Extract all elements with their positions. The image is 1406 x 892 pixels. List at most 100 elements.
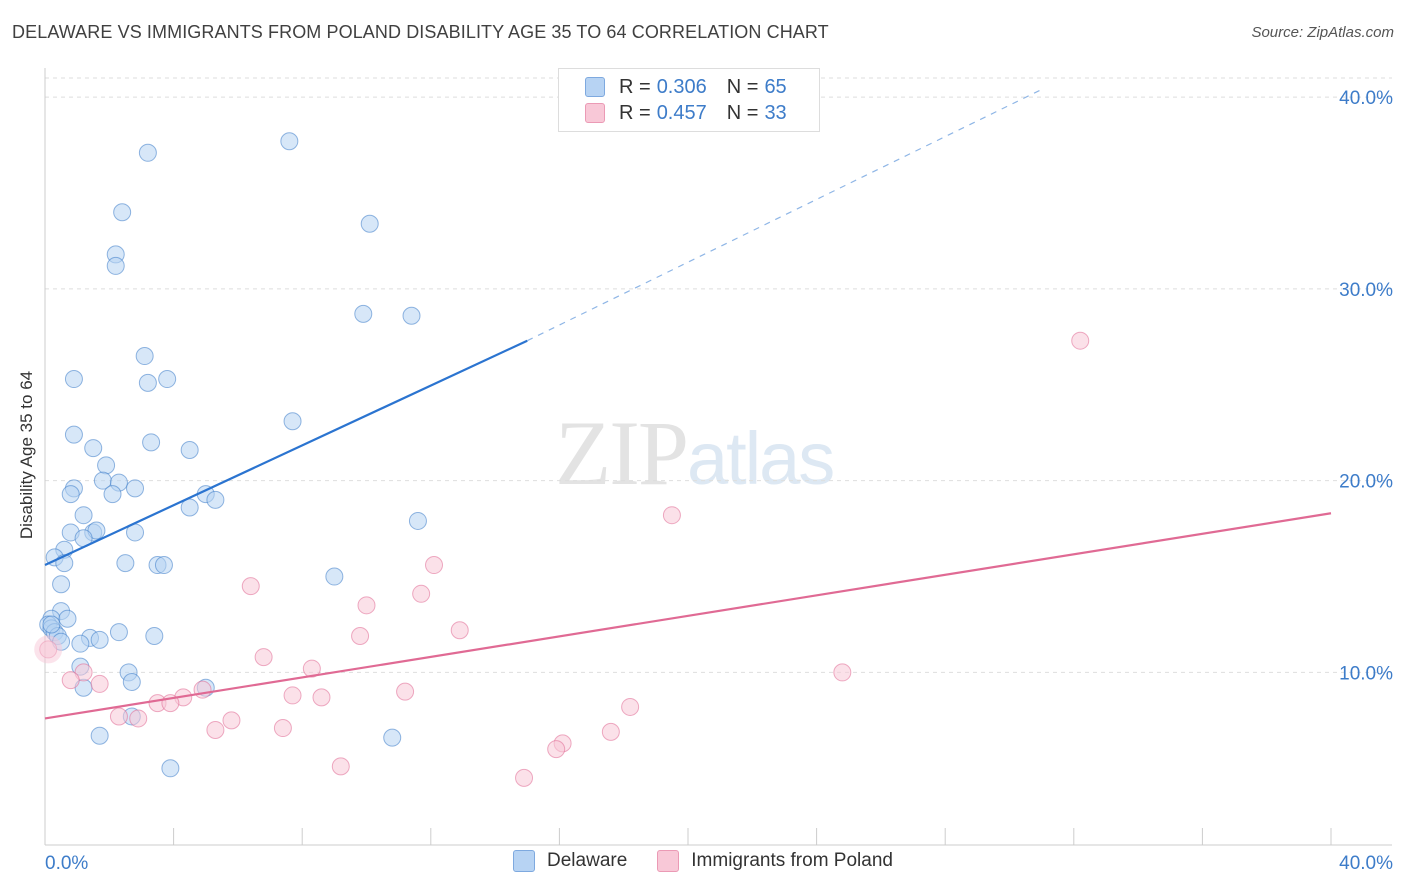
data-point — [90, 726, 109, 745]
legend-swatch-delaware — [585, 77, 605, 97]
legend-n-value: 65 — [764, 75, 787, 98]
data-point — [396, 682, 415, 701]
data-point — [206, 490, 225, 509]
data-point — [116, 554, 135, 573]
data-point — [97, 456, 116, 475]
data-point — [154, 556, 173, 575]
watermark-zip: ZIP — [555, 402, 689, 504]
data-point — [138, 373, 157, 392]
data-point — [412, 584, 431, 603]
data-point — [106, 256, 125, 275]
data-point — [450, 621, 469, 640]
data-point — [135, 347, 154, 366]
data-point — [71, 634, 90, 653]
data-point — [601, 722, 620, 741]
y-tick-label: 10.0% — [1339, 663, 1393, 684]
data-point — [145, 626, 164, 645]
data-point — [109, 707, 128, 726]
data-point — [662, 506, 681, 525]
data-point — [241, 577, 260, 596]
legend-item-delaware[interactable]: Delaware — [513, 850, 627, 872]
data-point — [113, 203, 132, 222]
data-point — [61, 485, 80, 504]
y-tick-label: 30.0% — [1339, 280, 1393, 301]
data-point — [402, 306, 421, 325]
legend-r-label: R = — [619, 101, 651, 124]
data-point — [833, 663, 852, 682]
legend-r-label: R = — [619, 75, 651, 98]
legend-swatch-poland — [657, 850, 680, 872]
data-point — [254, 648, 273, 667]
watermark-atlas: atlas — [687, 417, 835, 500]
legend-n-label: N = — [726, 101, 759, 124]
data-point — [283, 412, 302, 431]
data-point — [58, 609, 77, 628]
data-point — [408, 511, 427, 530]
data-point — [206, 720, 225, 739]
source-credit: Source: ZipAtlas.com — [1251, 24, 1394, 41]
y-tick-label: 40.0% — [1339, 88, 1393, 109]
data-point — [351, 626, 370, 645]
data-point — [61, 671, 80, 690]
data-point — [129, 709, 148, 728]
data-point — [360, 214, 379, 233]
data-point — [357, 596, 376, 615]
data-point — [158, 370, 177, 389]
y-tick-label: 20.0% — [1339, 472, 1393, 493]
data-point — [193, 680, 212, 699]
data-point — [64, 370, 83, 389]
x-tick-label: 0.0% — [45, 853, 88, 874]
data-point — [273, 719, 292, 738]
data-point — [42, 615, 61, 634]
data-point — [1071, 331, 1090, 350]
data-point — [325, 567, 344, 586]
legend-label-delaware: Delaware — [547, 850, 628, 871]
data-point — [90, 630, 109, 649]
legend-r-value: 0.306 — [656, 75, 707, 98]
data-point — [161, 759, 180, 778]
data-point — [621, 697, 640, 716]
data-point — [180, 440, 199, 459]
data-point — [126, 479, 145, 498]
data-point — [103, 485, 122, 504]
data-point — [180, 498, 199, 517]
data-point — [283, 686, 302, 705]
legend-swatch-poland — [585, 103, 605, 123]
legend-row-poland: R = 0.457 N = 33 — [585, 100, 787, 126]
data-point — [302, 659, 321, 678]
series-poland — [39, 331, 1090, 787]
legend-swatch-delaware — [513, 850, 536, 872]
data-point — [222, 711, 241, 730]
data-point — [383, 728, 402, 747]
x-tick-label: 40.0% — [1339, 853, 1393, 874]
y-axis-label: Disability Age 35 to 64 — [17, 370, 36, 540]
data-point — [331, 757, 350, 776]
data-point — [90, 674, 109, 693]
watermark: ZIPatlas — [555, 400, 835, 506]
data-point — [280, 132, 299, 151]
legend-n-label: N = — [726, 75, 759, 98]
legend-n-value: 33 — [764, 101, 787, 124]
data-point — [122, 673, 141, 692]
data-point — [142, 433, 161, 452]
data-point — [138, 143, 157, 162]
data-point — [425, 556, 444, 575]
chart-title: DELAWARE VS IMMIGRANTS FROM POLAND DISAB… — [12, 22, 829, 42]
data-point — [109, 623, 128, 642]
legend-item-poland[interactable]: Immigrants from Poland — [657, 850, 893, 872]
data-point — [354, 304, 373, 323]
correlation-legend: R = 0.306 N = 65 R = 0.457 N = 33 — [558, 68, 820, 132]
data-point — [84, 439, 103, 458]
data-point — [515, 768, 534, 787]
legend-r-value: 0.457 — [656, 101, 707, 124]
data-point — [74, 506, 93, 525]
legend-row-delaware: R = 0.306 N = 65 — [585, 74, 787, 100]
data-point — [312, 688, 331, 707]
trendline-poland — [44, 512, 1332, 720]
data-point — [64, 425, 83, 444]
data-point — [34, 635, 63, 664]
trendline-delaware — [44, 339, 528, 567]
data-point — [52, 575, 71, 594]
data-point — [547, 740, 566, 759]
